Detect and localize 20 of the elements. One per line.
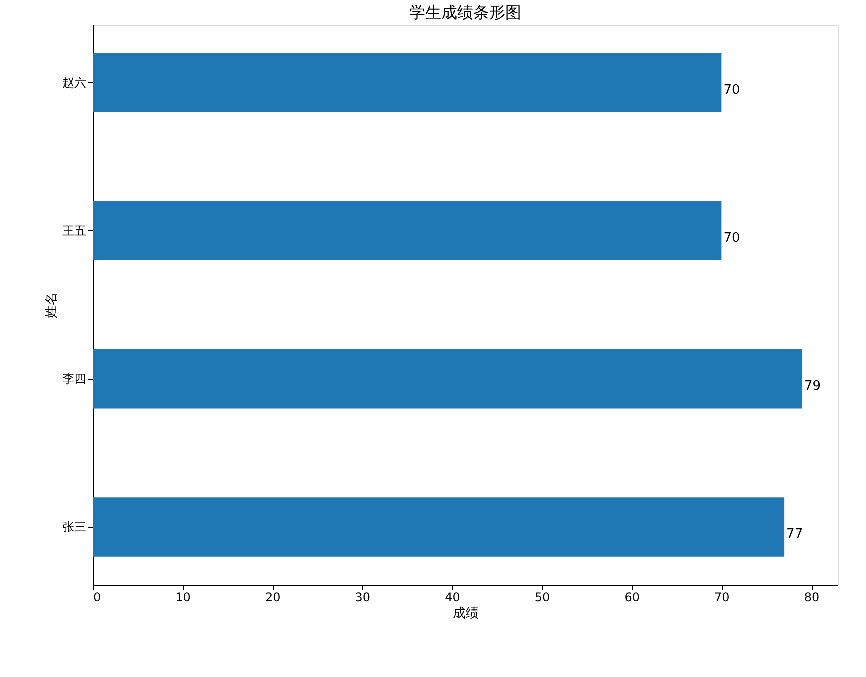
x-tick-label: 30 [355, 590, 371, 604]
y-tick-label: 李四 [62, 372, 86, 386]
data-label: 79 [804, 379, 822, 394]
x-tick-label: 0 [94, 590, 102, 604]
x-tick-label: 10 [176, 590, 191, 604]
x-tick-label: 50 [534, 590, 550, 604]
x-tick-label: 20 [265, 590, 281, 604]
data-label: 77 [786, 527, 804, 542]
y-tick-label: 王五 [62, 224, 86, 238]
x-tick-label: 60 [624, 590, 640, 604]
chart-title: 学生成绩条形图 [410, 3, 522, 22]
y-tick-label: 赵六 [62, 76, 86, 90]
x-tick-label: 80 [804, 590, 820, 604]
y-axis-title: 姓名 [44, 292, 60, 318]
y-tick-label: 张三 [62, 520, 86, 534]
data-label: 70 [724, 82, 740, 98]
x-axis-title: 成绩 [453, 606, 479, 622]
data-label: 70 [724, 230, 740, 246]
x-tick-label: 40 [445, 590, 460, 604]
x-tick-label: 70 [714, 590, 730, 604]
